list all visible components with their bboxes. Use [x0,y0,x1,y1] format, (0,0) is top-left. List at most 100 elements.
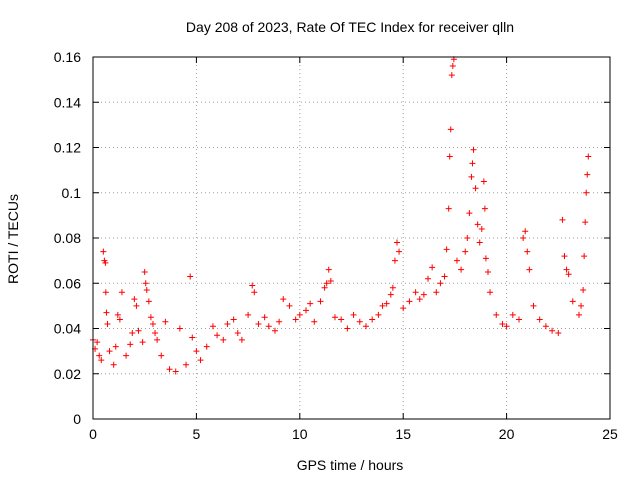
data-point [162,318,169,325]
y-tick-label: 0.12 [54,140,81,156]
data-point [114,311,121,318]
y-tick-label: 0.14 [54,94,81,110]
data-point [224,320,231,327]
data-point [406,298,413,305]
data-point [280,296,287,303]
data-point [271,327,278,334]
data-point [286,302,293,309]
data-point [375,311,382,318]
data-point [481,205,488,212]
data-point [575,311,582,318]
data-point [443,246,450,253]
data-point [187,273,194,280]
x-tick-label: 0 [89,426,97,442]
data-point [383,300,390,307]
data-point [96,352,103,359]
data-point [522,228,529,235]
data-point [189,334,196,341]
data-point [276,318,283,325]
data-point [325,266,332,273]
data-point [149,320,156,327]
data-point [447,126,454,133]
data-point [482,255,489,262]
data-point [135,327,142,334]
y-tick-label: 0.02 [54,366,81,382]
data-point [487,289,494,296]
data-point [356,318,363,325]
data-point [118,289,125,296]
data-point [441,273,448,280]
data-point [154,336,161,343]
y-tick-label: 0.16 [54,49,81,65]
data-point [516,316,523,323]
data-point [391,257,398,264]
data-point [321,284,328,291]
data-point [400,305,407,312]
data-point [292,316,299,323]
data-point [561,253,568,260]
data-point [203,343,210,350]
data-point [127,341,134,348]
data-point [133,302,140,309]
data-point [433,289,440,296]
data-point [437,280,444,287]
data-point [499,320,506,327]
data-point [524,248,531,255]
data-point [445,205,452,212]
data-point [520,235,527,241]
scatter-points [90,56,592,375]
axis-ticks: 0 5 10 15 20 25 0 0.02 0.04 0.06 0.08 0.1 0.12 0.14 0.… [54,49,618,442]
x-tick-label: 25 [602,426,618,442]
y-axis-label: ROTI / TECUs [5,194,21,284]
data-point [389,284,396,291]
data-point [509,311,516,318]
data-point [582,219,589,226]
data-point [261,314,268,321]
data-point [129,330,136,337]
data-point [369,316,376,323]
data-point [141,268,148,275]
data-point [453,257,460,264]
x-tick-label: 15 [395,426,411,442]
data-point [580,287,587,294]
data-point [197,357,204,364]
data-point [412,289,419,296]
x-axis-label: GPS time / hours [297,457,404,473]
data-point [183,361,190,368]
data-point [462,248,469,255]
data-point [145,298,152,305]
data-point [581,253,588,260]
data-point [98,357,105,364]
data-point [303,307,310,314]
y-tick-label: 0.06 [54,275,81,291]
data-point [251,289,258,296]
data-point [464,235,471,241]
data-point [493,311,500,318]
data-point [578,302,585,309]
data-point [379,302,386,309]
data-point [249,282,256,289]
data-point [549,327,556,334]
x-tick-label: 20 [499,426,515,442]
data-point [142,280,149,287]
data-point [106,348,113,355]
data-point [311,318,318,325]
data-point [238,336,245,343]
data-point [193,348,200,355]
data-point [245,311,252,318]
data-point [569,298,576,305]
data-point [396,248,403,255]
data-point [472,185,479,192]
data-point [362,323,369,330]
data-point [466,210,473,217]
data-point [307,300,314,307]
data-point [323,280,330,287]
data-point [536,316,543,323]
data-point [429,264,436,271]
data-point [103,309,110,316]
data-point [147,314,154,321]
data-point [470,146,477,153]
data-point [176,325,183,332]
y-tick-label: 0.08 [54,230,81,246]
